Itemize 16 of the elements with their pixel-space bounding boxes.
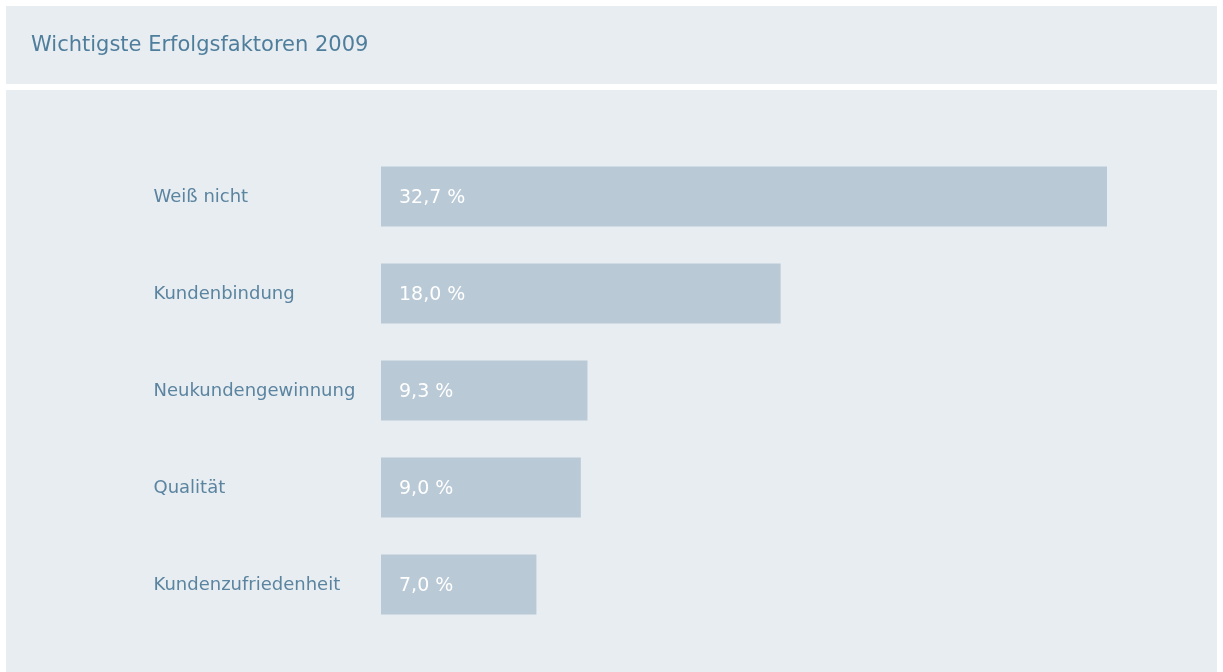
bar: [381, 360, 588, 421]
y-tick-label: Neukundengewinnung: [153, 378, 356, 400]
bar: [381, 263, 781, 324]
data-label: 9,3 %: [399, 378, 454, 401]
bar: [381, 554, 537, 615]
data-label: 32,7 %: [399, 184, 466, 207]
y-tick-label: Kundenbindung: [153, 281, 295, 303]
data-label: 9,0 %: [399, 475, 454, 498]
y-tick-label: Kundenzufriedenheit: [153, 572, 341, 594]
bar: [381, 166, 1107, 227]
y-tick-label: Weiß nicht: [153, 184, 249, 206]
data-label: 7,0 %: [399, 572, 454, 595]
bar: [381, 457, 581, 518]
y-tick-label: Qualität: [153, 475, 226, 497]
data-label: 18,0 %: [399, 281, 466, 304]
text: Wichtigste Erfolgsfaktoren 2009: [31, 32, 369, 56]
